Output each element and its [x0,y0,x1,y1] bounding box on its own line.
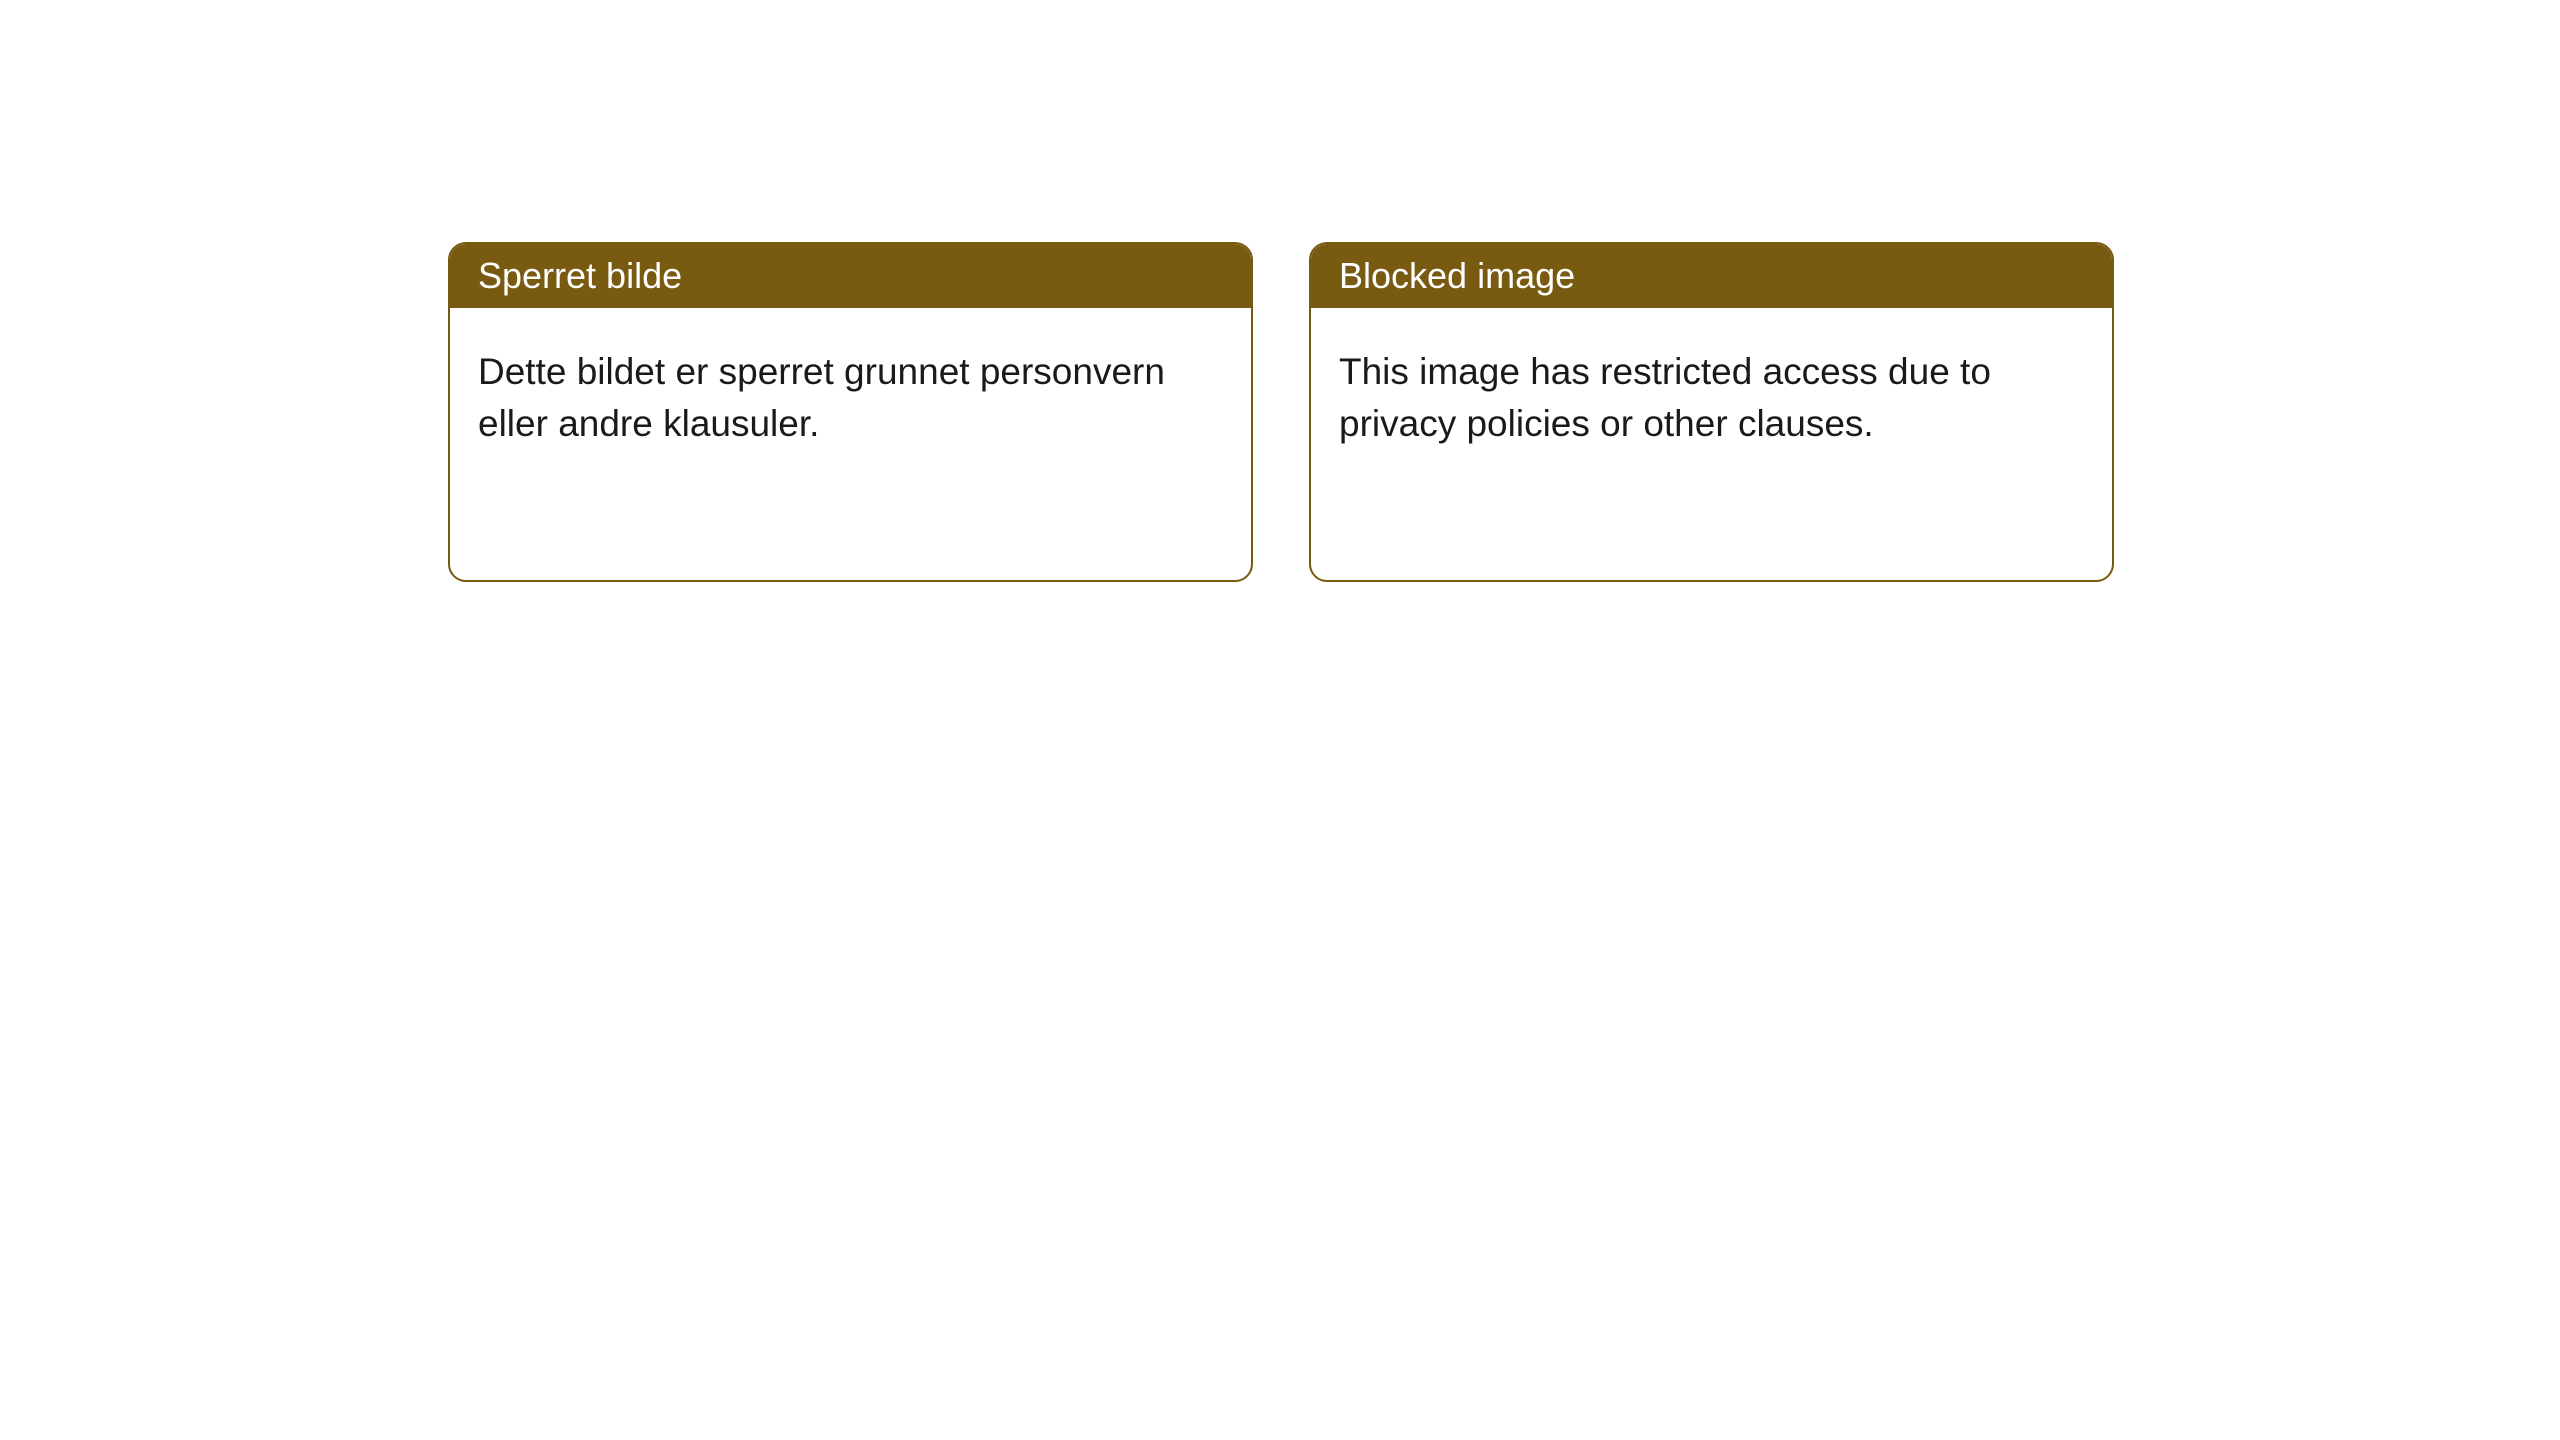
card-title: Blocked image [1339,255,1575,296]
card-body-text: This image has restricted access due to … [1339,351,1991,444]
card-body-text: Dette bildet er sperret grunnet personve… [478,351,1165,444]
cards-container: Sperret bilde Dette bildet er sperret gr… [448,242,2560,582]
card-header: Sperret bilde [450,244,1251,308]
card-header: Blocked image [1311,244,2112,308]
card-title: Sperret bilde [478,255,682,296]
blocked-image-card-no: Sperret bilde Dette bildet er sperret gr… [448,242,1253,582]
blocked-image-card-en: Blocked image This image has restricted … [1309,242,2114,582]
card-body: This image has restricted access due to … [1311,308,2112,580]
card-body: Dette bildet er sperret grunnet personve… [450,308,1251,580]
